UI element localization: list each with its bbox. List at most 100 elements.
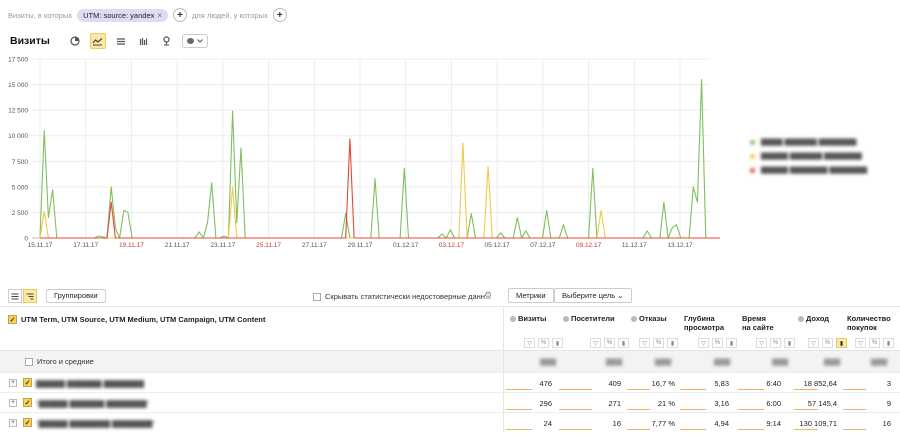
- metric-header-label: Время: [742, 314, 766, 323]
- filter-icon[interactable]: ▽: [524, 338, 535, 348]
- table-row[interactable]: + ✓ "▇▇▇▇▇ ▇▇▇▇▇▇ ▇▇▇▇▇▇▇" 296 271 21 % 3,16 6:…: [0, 392, 900, 412]
- hide-unreliable-toggle[interactable]: Скрывать статистически недостоверные дан…: [313, 292, 491, 301]
- percent-icon[interactable]: %: [712, 338, 723, 348]
- cell-bar: [738, 429, 764, 430]
- legend-item-series-2[interactable]: ▇▇▇▇▇ ▇▇▇▇▇▇ ▇▇▇▇▇▇▇: [750, 152, 867, 160]
- x-tick-label: 09.12.17: [576, 242, 602, 249]
- legend-item-series-1[interactable]: ▇▇▇▇ ▇▇▇▇▇▇ ▇▇▇▇▇▇▇: [750, 138, 867, 146]
- cell-value: 3,16: [714, 399, 729, 408]
- expand-row-button[interactable]: +: [9, 399, 17, 407]
- dimension-checkbox[interactable]: ✓: [8, 315, 17, 324]
- filter-icon[interactable]: ▽: [590, 338, 601, 348]
- groupings-button[interactable]: Группировки: [46, 289, 106, 303]
- bar-chart-icon[interactable]: [136, 33, 152, 49]
- bar-chart-icon[interactable]: ▮: [618, 338, 629, 348]
- table-row[interactable]: + ✓ "▇▇▇▇▇ ▇▇▇▇▇▇▇ ▇▇▇▇▇▇▇" 24 16 7,77 % 4,94 9…: [0, 412, 900, 432]
- percent-icon[interactable]: %: [822, 338, 833, 348]
- tree-icon: [26, 293, 34, 299]
- gear-icon[interactable]: ⚙: [484, 290, 493, 300]
- x-tick-label: 13.12.17: [667, 242, 693, 249]
- metric-header[interactable]: Визиты: [510, 314, 546, 323]
- filter-icon[interactable]: ▽: [808, 338, 819, 348]
- goal-select[interactable]: Выберите цель ⌄: [554, 288, 632, 303]
- percent-icon[interactable]: %: [770, 338, 781, 348]
- info-icon[interactable]: [563, 316, 569, 323]
- list-view-button[interactable]: [8, 289, 22, 303]
- info-icon[interactable]: [798, 316, 804, 323]
- metric-header[interactable]: Количество покупок: [847, 314, 891, 332]
- cell-bar: [794, 429, 818, 430]
- filter-icon[interactable]: ▽: [756, 338, 767, 348]
- series-line-1[interactable]: [39, 78, 710, 239]
- legend-item-series-3[interactable]: ▇▇▇▇▇ ▇▇▇▇▇▇▇ ▇▇▇▇▇▇▇: [750, 166, 867, 174]
- metric-controls: ▽% ▮: [855, 338, 894, 348]
- area-chart-icon[interactable]: [113, 33, 129, 49]
- info-icon[interactable]: [631, 316, 637, 323]
- comment-icon: [186, 38, 194, 44]
- report-table: ✓ UTM Term, UTM Source, UTM Medium, UTM …: [0, 306, 900, 432]
- metric-header-label: Визиты: [518, 314, 547, 323]
- add-visit-condition-button[interactable]: +: [173, 8, 188, 22]
- cell-value: 9:14: [766, 419, 781, 428]
- metric-header[interactable]: Посетители: [563, 314, 615, 323]
- cell-value: 21 %: [657, 399, 675, 408]
- bar-chart-icon[interactable]: ▮: [726, 338, 737, 348]
- series-line-3[interactable]: [40, 138, 720, 239]
- table-row[interactable]: + ✓ ▇▇▇▇▇ ▇▇▇▇▇▇ ▇▇▇▇▇▇▇ 476 409 16,7 % 5,83 6:…: [0, 372, 900, 392]
- totals-checkbox[interactable]: [25, 357, 33, 366]
- expand-row-button[interactable]: +: [9, 419, 17, 427]
- filter-icon[interactable]: ▽: [639, 338, 650, 348]
- metric-header-label: Количество: [847, 314, 891, 323]
- comment-dropdown-button[interactable]: [181, 34, 208, 48]
- totals-value-hidden: ▇▇▇: [772, 359, 789, 366]
- row-checkbox[interactable]: ✓: [23, 398, 32, 407]
- metric-header-label: Глубина: [684, 314, 715, 323]
- bar-chart-icon[interactable]: ▮: [667, 338, 678, 348]
- percent-icon[interactable]: %: [653, 338, 664, 348]
- cell-bar: [680, 389, 706, 390]
- column-divider: [503, 307, 504, 350]
- pie-chart-icon[interactable]: [67, 33, 83, 49]
- bar-chart-icon[interactable]: ▮: [883, 338, 894, 348]
- metrics-button[interactable]: Метрики: [508, 288, 554, 303]
- close-icon[interactable]: ×: [157, 10, 163, 20]
- percent-icon[interactable]: %: [604, 338, 615, 348]
- bar-chart-icon[interactable]: ▮: [784, 338, 795, 348]
- metric-controls: ▽% ▮: [639, 338, 678, 348]
- bar-chart-icon[interactable]: ▮: [552, 338, 563, 348]
- column-divider: [503, 373, 504, 392]
- expand-row-button[interactable]: +: [9, 379, 17, 387]
- row-checkbox[interactable]: ✓: [23, 378, 32, 387]
- legend-label: ▇▇▇▇▇ ▇▇▇▇▇▇ ▇▇▇▇▇▇▇: [761, 153, 862, 160]
- filter-icon[interactable]: ▽: [855, 338, 866, 348]
- cell-bar: [627, 429, 650, 430]
- info-icon[interactable]: [510, 316, 516, 323]
- percent-icon[interactable]: %: [869, 338, 880, 348]
- segment-chip[interactable]: UTM: source: yandex ×: [77, 8, 169, 22]
- hide-unreliable-checkbox[interactable]: [313, 292, 321, 301]
- metric-controls: ▽% ▮: [698, 338, 737, 348]
- x-tick-label: 03.12.17: [439, 242, 465, 249]
- metric-header[interactable]: Глубина просмотра: [684, 314, 724, 332]
- add-user-condition-button[interactable]: +: [272, 8, 287, 22]
- metric-header-label-2: на сайте: [742, 323, 774, 332]
- cell-bar: [506, 409, 532, 410]
- chevron-down-icon: ⌄: [617, 291, 624, 300]
- metric-header[interactable]: Отказы: [631, 314, 667, 323]
- tree-view-button[interactable]: [23, 289, 37, 303]
- cell-bar: [843, 409, 866, 410]
- percent-icon[interactable]: %: [538, 338, 549, 348]
- cell-value: 6:00: [766, 399, 781, 408]
- map-pin-icon[interactable]: [159, 33, 175, 49]
- y-tick-label: 15 000: [8, 82, 28, 89]
- filter-icon[interactable]: ▽: [698, 338, 709, 348]
- row-checkbox[interactable]: ✓: [23, 418, 32, 427]
- chart-legend: ▇▇▇▇ ▇▇▇▇▇▇ ▇▇▇▇▇▇▇ ▇▇▇▇▇ ▇▇▇▇▇▇ ▇▇▇▇▇▇▇…: [750, 138, 867, 180]
- cell-value: 5,83: [714, 379, 729, 388]
- series-line-2[interactable]: [39, 142, 720, 239]
- x-tick-label: 01.12.17: [393, 242, 419, 249]
- metric-header[interactable]: Доход: [798, 314, 829, 323]
- metric-header[interactable]: Время на сайте: [742, 314, 774, 332]
- line-chart-icon[interactable]: [89, 33, 106, 49]
- bar-chart-icon[interactable]: ▮: [836, 338, 847, 348]
